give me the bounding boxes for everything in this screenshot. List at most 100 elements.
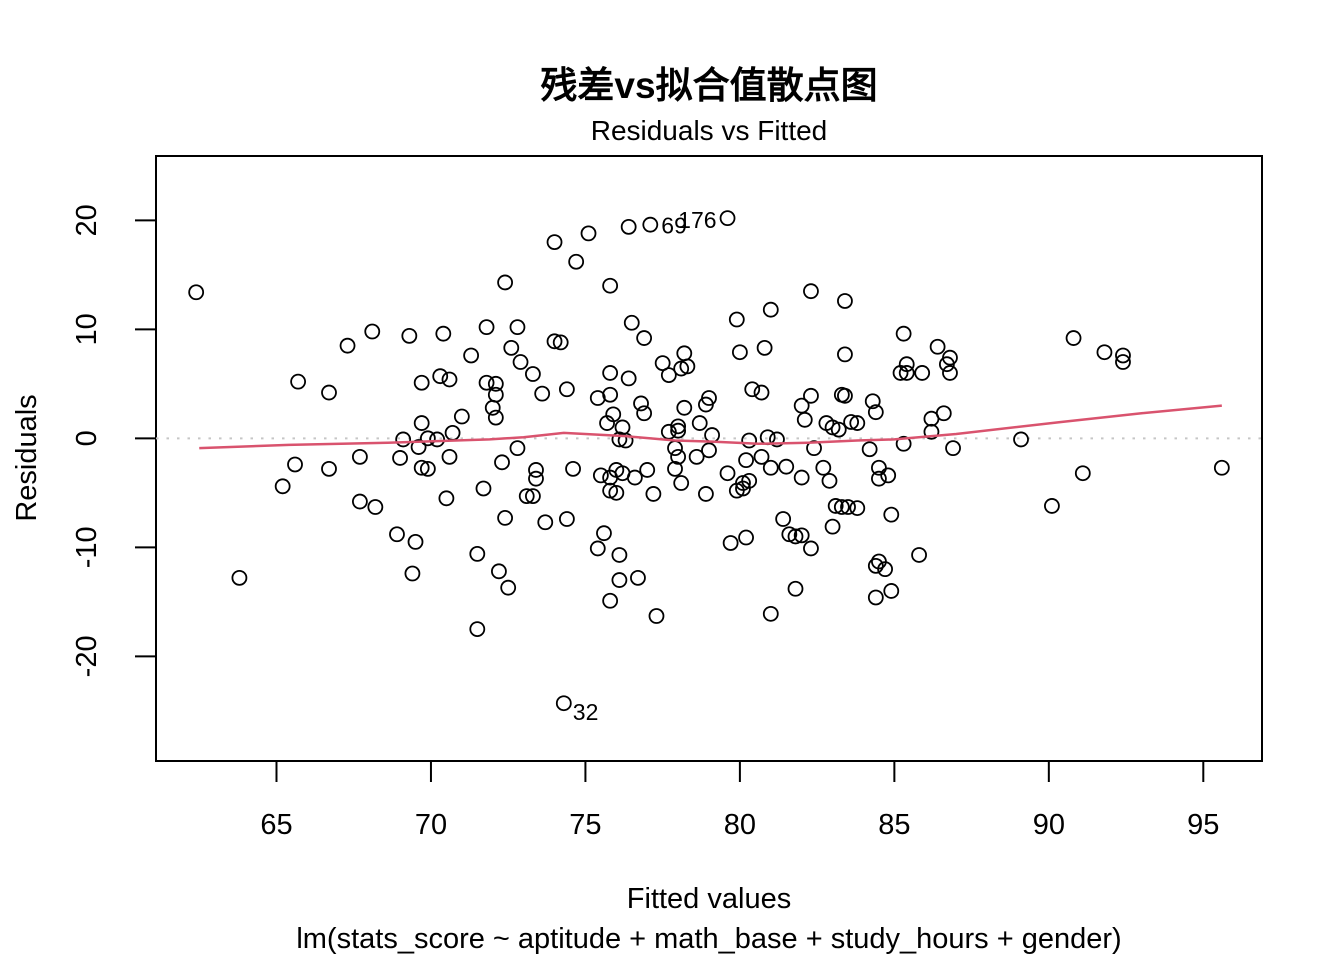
- data-point: [620, 370, 637, 387]
- data-point: [633, 395, 649, 412]
- data-point: [867, 404, 884, 421]
- data-point: [840, 499, 856, 515]
- data-point: [883, 583, 900, 599]
- data-point: [602, 592, 619, 609]
- data-point: [1096, 344, 1113, 361]
- data-point: [611, 431, 628, 448]
- data-point: [413, 415, 430, 431]
- data-point: [463, 347, 480, 364]
- data-point: [497, 274, 514, 291]
- data-point: [698, 486, 714, 502]
- data-point: [444, 424, 461, 441]
- data-point: [762, 605, 779, 622]
- data-point: [558, 511, 575, 527]
- data-point: [762, 301, 779, 318]
- data-point: [1074, 465, 1091, 482]
- data-point: [830, 421, 847, 438]
- data-point: [719, 210, 736, 227]
- data-point: [509, 319, 526, 336]
- data-point: [923, 410, 940, 427]
- data-point: [410, 439, 427, 455]
- data-point: [602, 386, 619, 403]
- data-point: [803, 283, 819, 300]
- data-point: [660, 367, 677, 384]
- y-tick-label: 20: [71, 204, 103, 236]
- data-point: [728, 311, 745, 328]
- data-point: [231, 569, 248, 586]
- data-point: [487, 375, 504, 392]
- plot-border: [155, 155, 1263, 762]
- data-point: [849, 500, 866, 516]
- data-point: [688, 448, 705, 465]
- data-point: [642, 216, 659, 233]
- data-point: [413, 459, 430, 476]
- data-point: [367, 499, 384, 515]
- data-point: [525, 488, 541, 505]
- data-point: [429, 431, 446, 448]
- data-point: [861, 441, 878, 458]
- data-point: [475, 480, 492, 497]
- data-point: [824, 518, 841, 535]
- data-point: [1065, 330, 1082, 346]
- data-point: [364, 323, 381, 340]
- data-point: [911, 547, 927, 563]
- data-point: [1115, 347, 1131, 364]
- data-point: [731, 344, 748, 361]
- data-point: [670, 418, 687, 435]
- data-point: [837, 293, 853, 309]
- data-point: [611, 572, 628, 588]
- x-tick-label: 80: [724, 809, 756, 841]
- data-point: [589, 540, 606, 557]
- data-point: [630, 569, 646, 586]
- data-point: [392, 450, 408, 466]
- y-tick-label: -20: [71, 635, 103, 677]
- data-point: [568, 253, 585, 270]
- data-point: [558, 381, 575, 398]
- data-point: [670, 448, 687, 465]
- data-point: [321, 460, 337, 477]
- data-point: [877, 561, 893, 578]
- x-axis-sublabel: lm(stats_score ~ aptitude + math_base + …: [296, 923, 1121, 955]
- data-point: [880, 467, 897, 484]
- data-point: [546, 333, 563, 350]
- data-point: [512, 354, 529, 370]
- point-id-label: 176: [678, 207, 716, 233]
- data-point: [555, 695, 572, 712]
- point-id-label: 69: [661, 213, 687, 239]
- data-point: [525, 366, 541, 382]
- data-point: [938, 356, 955, 373]
- data-point: [762, 459, 779, 476]
- data-point: [407, 533, 424, 550]
- data-point: [528, 470, 544, 487]
- data-point: [769, 431, 785, 448]
- data-point: [738, 529, 754, 546]
- data-point: [895, 435, 912, 452]
- data-point: [929, 338, 946, 355]
- data-point: [404, 565, 421, 582]
- data-point: [701, 442, 717, 459]
- x-tick-label: 65: [260, 809, 292, 841]
- data-point: [1013, 431, 1029, 448]
- data-point: [892, 365, 909, 381]
- data-point: [552, 334, 569, 351]
- data-point: [806, 440, 822, 457]
- data-point: [673, 475, 690, 491]
- x-tick-label: 75: [569, 809, 601, 841]
- data-point: [849, 415, 866, 431]
- data-point: [395, 431, 412, 448]
- data-point: [793, 397, 810, 414]
- data-point: [837, 346, 853, 363]
- data-point: [287, 456, 303, 473]
- data-point: [469, 621, 486, 637]
- data-point: [871, 470, 887, 487]
- data-point: [565, 460, 581, 477]
- data-point: [827, 498, 844, 514]
- data-point: [491, 563, 507, 580]
- data-point: [401, 327, 418, 344]
- data-point: [509, 440, 526, 457]
- data-point: [867, 589, 884, 606]
- data-point: [534, 385, 551, 402]
- data-point: [413, 374, 430, 391]
- data-point: [419, 460, 436, 477]
